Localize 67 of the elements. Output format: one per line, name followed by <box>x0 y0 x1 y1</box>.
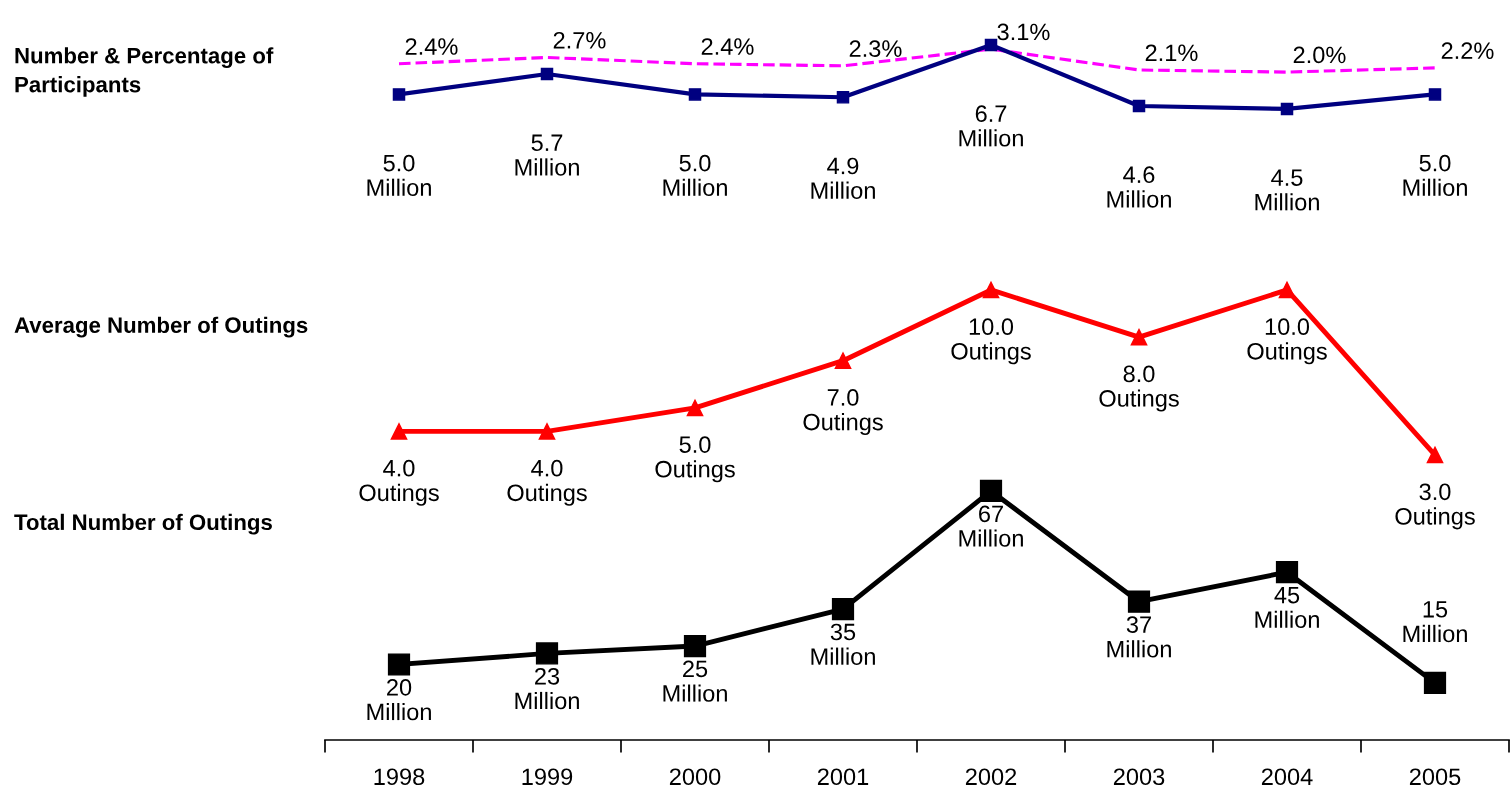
data-label: 5.7 Million <box>515 134 579 176</box>
point <box>538 423 556 440</box>
data-label: 45 Million <box>1255 586 1319 628</box>
point <box>686 399 704 417</box>
x-tick-label: 2000 <box>669 768 721 786</box>
point <box>1423 671 1447 695</box>
data-label: 25 Million <box>663 660 727 702</box>
x-tick-label: 2002 <box>965 768 1017 786</box>
point <box>392 88 406 101</box>
data-label: 5.0 Outings <box>655 436 735 483</box>
data-label: 7.0 Outings <box>803 389 883 436</box>
point <box>984 38 998 52</box>
point <box>982 281 1000 299</box>
data-label: 4.0 Outings <box>507 459 587 506</box>
data-label: 2.0% <box>1293 46 1346 64</box>
text: Average Number of Outings <box>14 316 308 338</box>
data-label: 5.0 Million <box>663 154 727 197</box>
point <box>1127 590 1151 613</box>
data-label: 4.0 Outings <box>359 459 439 506</box>
point <box>540 67 554 81</box>
point <box>1278 281 1296 299</box>
x-tick-label: 1999 <box>522 768 573 786</box>
point <box>1275 561 1299 584</box>
data-label: 2.3% <box>849 40 902 57</box>
data-label: 20 Million <box>367 679 431 721</box>
data-label: 15 Million <box>1403 601 1467 643</box>
point <box>1132 99 1146 113</box>
point <box>683 634 707 658</box>
data-label: 67 Million <box>959 505 1023 547</box>
data-label: 4.5 Million <box>1255 169 1319 211</box>
point <box>1426 446 1444 464</box>
point <box>535 642 559 665</box>
text: Total Number of Outings <box>14 513 272 535</box>
data-label: 2.4% <box>405 38 458 55</box>
point <box>1280 102 1294 116</box>
data-label: 6.7 Million <box>959 105 1023 147</box>
data-label: 37 Million <box>1107 616 1171 658</box>
data-label: 4.6 Million <box>1107 166 1171 208</box>
data-label: 3.1% <box>997 23 1050 41</box>
data-label: 3.0 Outings <box>1395 483 1475 530</box>
data-label: 4.9 Million <box>811 157 875 199</box>
data-label: 8.0 Outings <box>1099 365 1179 412</box>
point <box>979 479 1003 503</box>
data-label: 2.2% <box>1441 42 1494 59</box>
x-tick-label: 1998 <box>374 768 425 786</box>
x-tick-label: 2004 <box>1261 768 1313 786</box>
point <box>836 91 850 104</box>
x-tick-label: 2003 <box>1113 768 1165 786</box>
text: Number & Percentage of Participants <box>15 47 274 97</box>
x-tick-label: 2005 <box>1409 768 1461 786</box>
point <box>688 88 702 101</box>
point <box>831 598 855 621</box>
point <box>1428 88 1442 101</box>
data-label: 23 Million <box>515 667 579 710</box>
point <box>387 653 411 676</box>
data-label: 35 Million <box>811 623 875 665</box>
data-label: 5.0 Million <box>1403 154 1467 197</box>
data-label: 2.1% <box>1145 44 1198 62</box>
data-label: 2.7% <box>553 31 606 49</box>
data-label: 10.0 Outings <box>1247 318 1327 365</box>
x-tick-label: 2001 <box>817 768 869 786</box>
data-label: 10.0 Outings <box>951 318 1031 365</box>
point <box>834 352 852 370</box>
data-label: 5.0 Million <box>367 154 431 197</box>
point <box>1130 328 1148 346</box>
data-label: 2.4% <box>701 38 754 55</box>
point <box>390 423 408 440</box>
